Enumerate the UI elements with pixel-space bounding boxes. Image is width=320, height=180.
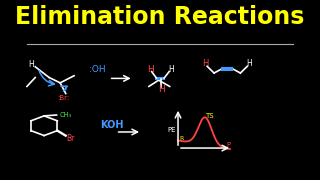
Text: H: H — [147, 65, 154, 74]
Text: H: H — [202, 59, 208, 68]
Text: KOH: KOH — [100, 120, 123, 130]
Text: H: H — [247, 59, 252, 68]
Text: :OH: :OH — [89, 65, 106, 74]
Text: Elimination Reactions: Elimination Reactions — [15, 5, 305, 29]
Text: :Br:: :Br: — [57, 95, 69, 101]
Text: P: P — [227, 142, 231, 148]
Text: PE: PE — [168, 127, 176, 133]
Text: H: H — [168, 65, 174, 74]
Text: H: H — [28, 60, 34, 69]
Text: TS: TS — [205, 113, 214, 119]
Text: Br: Br — [67, 134, 75, 143]
Text: H: H — [158, 85, 165, 94]
Text: R: R — [179, 136, 183, 141]
Text: CH₃: CH₃ — [60, 112, 71, 118]
